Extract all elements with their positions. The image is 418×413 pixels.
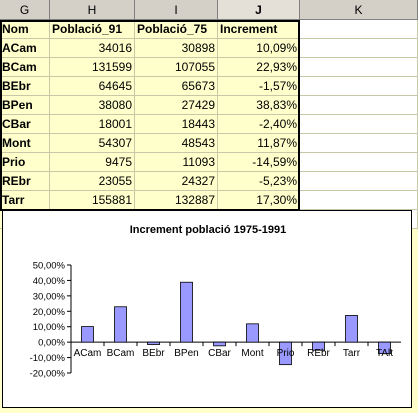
x-tick-label: BEbr (142, 348, 165, 359)
cell-increment[interactable]: 10,09% (218, 39, 300, 58)
cell-poblacio-91[interactable]: 18001 (50, 115, 135, 134)
chart-area[interactable]: Increment població 1975-1991 50,00% 40,00… (2, 210, 412, 408)
x-tick-label: TAlt (376, 348, 393, 359)
header-cell-increment[interactable]: Increment (218, 20, 300, 39)
y-tick-label: -10,00% (30, 353, 66, 364)
header-cell-poblacio-91[interactable]: Població_91 (50, 20, 135, 39)
x-tick-label: Tarr (343, 348, 361, 359)
x-tick-label: REbr (307, 348, 330, 359)
cell-poblacio-75[interactable]: 24327 (135, 172, 218, 191)
cell-increment[interactable]: -5,23% (218, 172, 300, 191)
cell-nom[interactable]: CBar (0, 115, 50, 134)
bar-talt[interactable] (378, 341, 391, 354)
cell-poblacio-91[interactable]: 23055 (50, 172, 135, 191)
empty-cell[interactable] (300, 172, 418, 191)
x-tick-label: BPen (174, 348, 198, 359)
bar-cbar[interactable] (213, 341, 226, 347)
cell-poblacio-91[interactable]: 34016 (50, 39, 135, 58)
cell-increment[interactable]: -2,40% (218, 115, 300, 134)
x-tick-label: Mont (241, 348, 263, 359)
cell-nom[interactable]: Mont (0, 134, 50, 153)
cell-poblacio-75[interactable]: 27429 (135, 96, 218, 115)
bar-rebr[interactable] (312, 341, 325, 351)
y-tick-label: 40,00% (33, 276, 66, 287)
cell-nom[interactable]: BCam (0, 58, 50, 77)
empty-cell[interactable] (300, 20, 418, 39)
cell-poblacio-75[interactable]: 65673 (135, 77, 218, 96)
cell-poblacio-91[interactable]: 54307 (50, 134, 135, 153)
bar-prio[interactable] (279, 341, 292, 366)
empty-cell[interactable] (300, 58, 418, 77)
bar-tarr[interactable] (345, 315, 358, 343)
cell-increment[interactable]: 22,93% (218, 58, 300, 77)
bar-bcam[interactable] (114, 306, 127, 343)
cell-poblacio-75[interactable]: 18443 (135, 115, 218, 134)
cell-nom[interactable]: ACam (0, 39, 50, 58)
cell-poblacio-91[interactable]: 38080 (50, 96, 135, 115)
y-tick-label: 50,00% (33, 261, 66, 272)
cell-nom[interactable]: Prio (0, 153, 50, 172)
header-cell-nom[interactable]: Nom (0, 20, 50, 39)
column-header-j[interactable]: J (218, 0, 300, 20)
x-tick-label: ACam (74, 348, 102, 359)
y-tick-label: 30,00% (33, 291, 66, 302)
x-tick-label: BCam (107, 348, 135, 359)
bar-acam[interactable] (81, 326, 94, 343)
cell-poblacio-75[interactable]: 107055 (135, 58, 218, 77)
y-tick-label: 20,00% (33, 307, 66, 318)
x-tick-label: Prio (277, 348, 295, 359)
cell-increment[interactable]: -1,57% (218, 77, 300, 96)
column-header-k[interactable]: K (300, 0, 418, 20)
y-tick-label: 0,00% (38, 338, 65, 349)
cell-nom[interactable]: Tarr (0, 191, 50, 210)
cell-poblacio-91[interactable]: 9475 (50, 153, 135, 172)
empty-cell[interactable] (300, 153, 418, 172)
cell-poblacio-91[interactable]: 64645 (50, 77, 135, 96)
bar-bebr[interactable] (147, 341, 160, 345)
cell-poblacio-75[interactable]: 132887 (135, 191, 218, 210)
column-header-i[interactable]: I (135, 0, 218, 20)
cell-poblacio-91[interactable]: 155881 (50, 191, 135, 210)
cell-poblacio-91[interactable]: 131599 (50, 58, 135, 77)
cell-poblacio-75[interactable]: 11093 (135, 153, 218, 172)
empty-cell[interactable] (300, 115, 418, 134)
cell-increment[interactable]: -14,59% (218, 153, 300, 172)
cell-poblacio-75[interactable]: 30898 (135, 39, 218, 58)
cell-nom[interactable]: BEbr (0, 77, 50, 96)
column-header-h[interactable]: H (50, 0, 135, 20)
bar-mont[interactable] (246, 323, 259, 343)
empty-cell[interactable] (300, 96, 418, 115)
cell-nom[interactable]: BPen (0, 96, 50, 115)
bar-bpen[interactable] (180, 281, 193, 343)
header-cell-poblacio-75[interactable]: Població_75 (135, 20, 218, 39)
empty-cell[interactable] (300, 134, 418, 153)
y-tick-label: 10,00% (33, 322, 66, 333)
empty-cell[interactable] (300, 77, 418, 96)
cell-nom[interactable]: REbr (0, 172, 50, 191)
empty-cell[interactable] (300, 191, 418, 210)
chart-title: Increment població 1975-1991 (130, 224, 287, 236)
bar-chart: Increment població 1975-1991 50,00% 40,00… (30, 224, 401, 380)
cell-increment[interactable]: 11,87% (218, 134, 300, 153)
x-tick-label: CBar (208, 348, 231, 359)
cell-increment[interactable]: 38,83% (218, 96, 300, 115)
y-tick-label: -20,00% (30, 369, 66, 380)
cell-increment[interactable]: 17,30% (218, 191, 300, 210)
empty-cell[interactable] (300, 39, 418, 58)
cell-poblacio-75[interactable]: 48543 (135, 134, 218, 153)
column-header-g[interactable]: G (0, 0, 50, 20)
